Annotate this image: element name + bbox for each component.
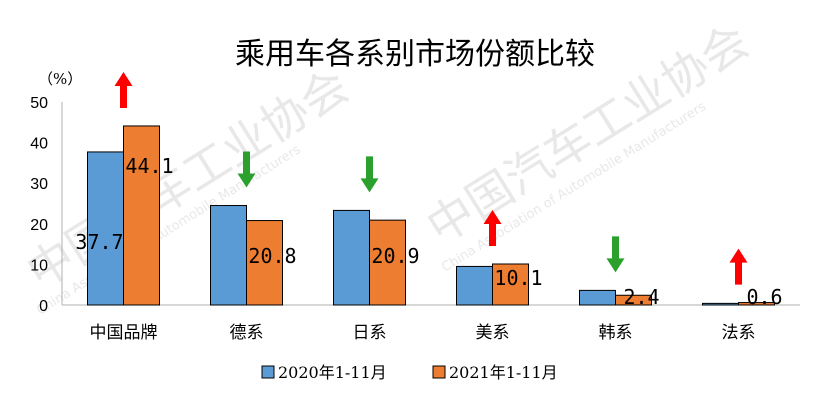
data-label: 10.1 xyxy=(494,266,542,290)
y-unit-label: （%） xyxy=(38,70,82,88)
arrow-up-icon xyxy=(114,71,133,108)
data-labels: 37.7 44.1 20.8 20.9 10.1 2.4 0.6 xyxy=(75,154,782,309)
bar xyxy=(702,302,739,306)
y-tick-label: 0 xyxy=(39,298,48,315)
bar xyxy=(738,302,775,306)
bar xyxy=(456,265,493,306)
bar xyxy=(369,219,406,306)
arrow-down-icon xyxy=(606,236,625,273)
bar xyxy=(333,209,370,306)
arrow-up-icon xyxy=(729,248,748,285)
bar xyxy=(246,220,283,306)
arrow-down-icon xyxy=(237,151,256,188)
bar xyxy=(579,289,616,306)
watermark-text-cn: 中国汽车工业协会 xyxy=(17,59,358,300)
arrow-up-icon xyxy=(483,209,502,246)
y-tick-label: 20 xyxy=(30,217,48,234)
bar xyxy=(123,125,160,306)
x-category-label: 法系 xyxy=(722,323,756,343)
data-label: 44.1 xyxy=(125,154,173,178)
x-category-label: 德系 xyxy=(230,323,264,343)
bar xyxy=(210,205,247,306)
x-category-label: 韩系 xyxy=(599,323,633,343)
x-category-label: 日系 xyxy=(353,323,387,343)
data-label: 20.9 xyxy=(371,244,419,268)
bar xyxy=(615,294,652,306)
x-category-label: 美系 xyxy=(476,323,510,343)
y-tick-label: 30 xyxy=(30,176,48,193)
y-tick-label: 40 xyxy=(30,136,48,153)
legend-label: 2021年1-11月 xyxy=(449,363,558,382)
chart-title: 乘用车各系别市场份额比较 xyxy=(235,37,595,72)
data-label: 37.7 xyxy=(75,230,123,254)
legend-swatch xyxy=(261,365,275,379)
data-label: 2.4 xyxy=(623,285,659,309)
data-label: 20.8 xyxy=(248,244,296,268)
arrow-down-icon xyxy=(360,156,379,193)
x-axis-categories: 中国品牌 德系 日系 美系 韩系 法系 xyxy=(90,323,756,343)
legend-label: 2020年1-11月 xyxy=(278,363,387,382)
legend-swatch xyxy=(432,365,446,379)
trend-arrows xyxy=(114,71,748,285)
bar xyxy=(492,263,529,306)
x-category-label: 中国品牌 xyxy=(90,323,158,343)
bar xyxy=(87,151,124,306)
y-tick-label: 50 xyxy=(30,95,48,112)
data-label: 0.6 xyxy=(746,285,782,309)
y-tick-label: 10 xyxy=(30,257,48,274)
y-axis-ticks: 0 10 20 30 40 50 xyxy=(30,95,48,315)
legend: 2020年1-11月 2021年1-11月 xyxy=(261,363,558,382)
bars xyxy=(87,125,775,306)
